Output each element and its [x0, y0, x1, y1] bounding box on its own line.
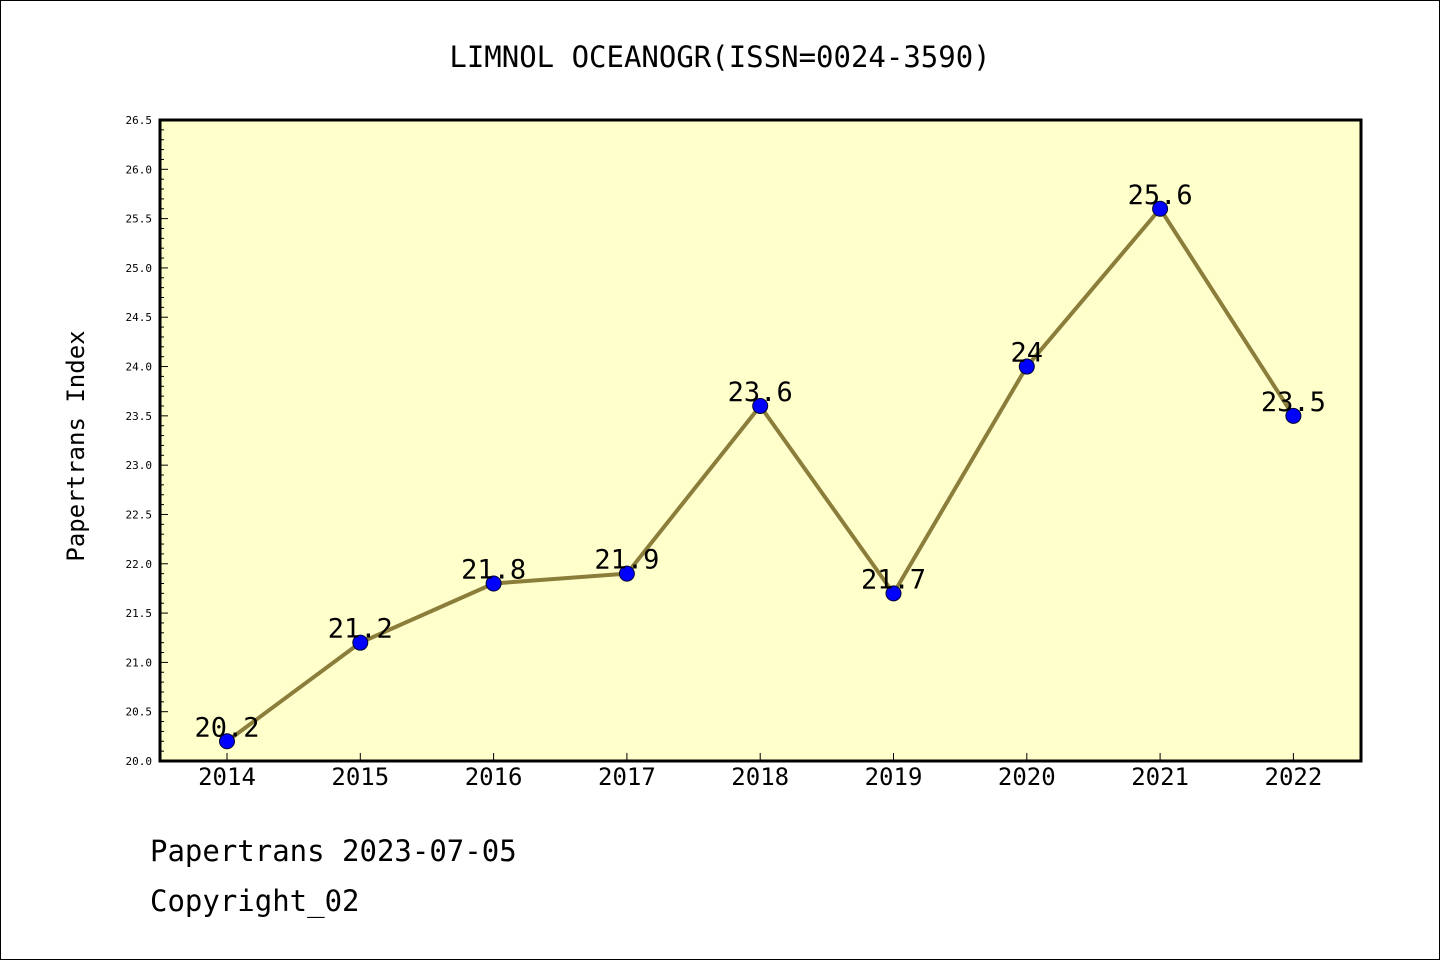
- x-tick-label: 2019: [865, 763, 923, 791]
- data-label: 24: [1011, 338, 1044, 369]
- x-tick-label: 2020: [998, 763, 1056, 791]
- data-label: 25.6: [1128, 180, 1193, 211]
- x-tick-label: 2018: [731, 763, 789, 791]
- y-tick-label: 26.0: [126, 163, 153, 176]
- y-tick-label: 26.5: [126, 114, 153, 127]
- chart-title: LIMNOL OCEANOGR(ISSN=0024-3590): [449, 40, 990, 74]
- data-point-marker: [485, 575, 502, 592]
- data-point-marker: [618, 565, 635, 582]
- x-tick-label: 2017: [598, 763, 656, 791]
- y-tick-label: 24.5: [126, 311, 153, 324]
- data-label: 21.9: [594, 545, 659, 576]
- data-point-marker: [219, 733, 235, 750]
- data-point-marker: [1285, 407, 1302, 424]
- y-axis-label: Papertrans Index: [62, 330, 90, 561]
- data-label: 23.5: [1261, 387, 1326, 418]
- x-tick-label: 2015: [331, 763, 389, 791]
- plot-area: [158, 118, 1363, 763]
- y-tick-label: 21.0: [126, 656, 153, 669]
- data-point-marker: [1152, 200, 1169, 217]
- data-label: 23.6: [728, 377, 793, 408]
- footer-copyright-text: Copyright_02: [150, 884, 360, 918]
- footer-date-text: Papertrans 2023-07-05: [150, 834, 517, 868]
- x-tick-label: 2022: [1265, 763, 1323, 791]
- data-point-marker: [752, 397, 769, 414]
- data-label: 20.2: [194, 712, 259, 743]
- series-layer: 20.2 21.2 21.8 21.9 23.6 21.7 24 25.6 23.5: [194, 180, 1326, 750]
- y-tick-label: 25.5: [126, 213, 153, 226]
- y-tick-label: 20.0: [126, 755, 153, 768]
- y-tick-label: 24.0: [126, 361, 153, 374]
- data-point-marker: [352, 634, 369, 651]
- y-tick-label: 25.0: [126, 262, 153, 275]
- data-label: 21.7: [861, 564, 926, 595]
- x-tick-label: 2016: [465, 763, 523, 791]
- data-label: 21.2: [328, 614, 393, 645]
- data-point-marker: [1018, 358, 1035, 375]
- y-axis-ticks: 20.0 20.5 21.0 21.5 22.0 22.5 23.0 23.5 24.0 24.5…: [126, 114, 168, 768]
- x-tick-label: 2014: [198, 763, 256, 791]
- data-point-marker: [885, 585, 902, 602]
- y-tick-label: 23.5: [126, 410, 153, 423]
- data-label: 21.8: [461, 554, 526, 585]
- y-tick-label: 21.5: [126, 607, 153, 620]
- x-axis-ticks: 2014 2015 2016 2017 2018 2019 2020 2021 2022: [198, 753, 1322, 791]
- y-tick-label: 20.5: [126, 706, 153, 719]
- y-tick-label: 22.0: [126, 558, 153, 571]
- y-tick-label: 22.5: [126, 508, 153, 521]
- y-tick-label: 23.0: [126, 459, 153, 472]
- x-tick-label: 2021: [1131, 763, 1189, 791]
